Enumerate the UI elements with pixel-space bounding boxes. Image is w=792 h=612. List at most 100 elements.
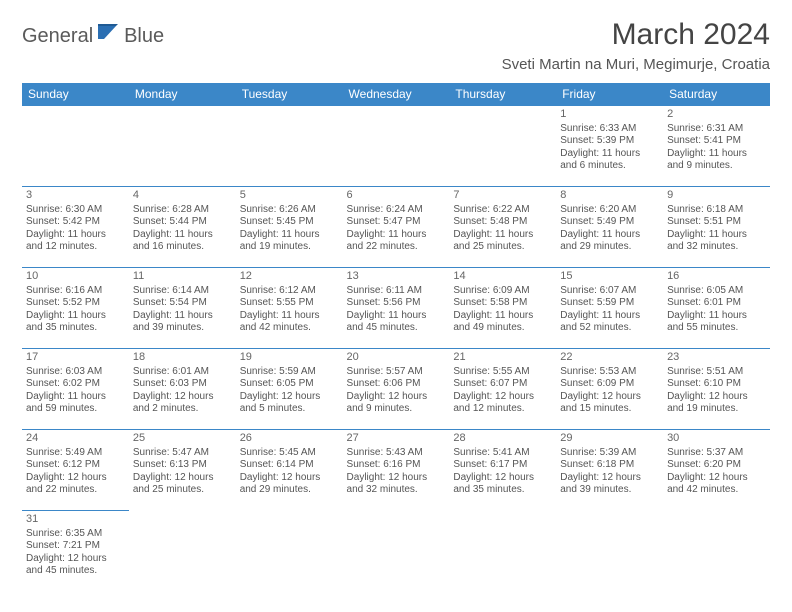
daylight-text: Daylight: 11 hours and 32 minutes. bbox=[667, 229, 766, 254]
calendar-week-row: 1Sunrise: 6:33 AMSunset: 5:39 PMDaylight… bbox=[22, 106, 770, 187]
sunrise-text: Sunrise: 6:09 AM bbox=[453, 285, 552, 298]
day-number: 16 bbox=[667, 270, 766, 284]
daylight-text: Daylight: 11 hours and 59 minutes. bbox=[26, 391, 125, 416]
calendar-day-cell: 22Sunrise: 5:53 AMSunset: 6:09 PMDayligh… bbox=[556, 349, 663, 430]
calendar-day-cell bbox=[129, 511, 236, 592]
day-number: 23 bbox=[667, 351, 766, 365]
calendar-week-row: 24Sunrise: 5:49 AMSunset: 6:12 PMDayligh… bbox=[22, 430, 770, 511]
sunset-text: Sunset: 6:07 PM bbox=[453, 378, 552, 391]
calendar-day-cell: 23Sunrise: 5:51 AMSunset: 6:10 PMDayligh… bbox=[663, 349, 770, 430]
daylight-text: Daylight: 12 hours and 39 minutes. bbox=[560, 472, 659, 497]
day-number: 27 bbox=[347, 432, 446, 446]
daylight-text: Daylight: 11 hours and 39 minutes. bbox=[133, 310, 232, 335]
daylight-text: Daylight: 12 hours and 45 minutes. bbox=[26, 553, 125, 578]
sunset-text: Sunset: 6:16 PM bbox=[347, 459, 446, 472]
day-number: 26 bbox=[240, 432, 339, 446]
sunset-text: Sunset: 6:20 PM bbox=[667, 459, 766, 472]
calendar-day-cell bbox=[129, 106, 236, 187]
daylight-text: Daylight: 11 hours and 22 minutes. bbox=[347, 229, 446, 254]
daylight-text: Daylight: 12 hours and 32 minutes. bbox=[347, 472, 446, 497]
sunset-text: Sunset: 6:09 PM bbox=[560, 378, 659, 391]
calendar-day-cell: 31Sunrise: 6:35 AMSunset: 7:21 PMDayligh… bbox=[22, 511, 129, 592]
calendar-day-cell: 20Sunrise: 5:57 AMSunset: 6:06 PMDayligh… bbox=[343, 349, 450, 430]
day-number: 24 bbox=[26, 432, 125, 446]
sunrise-text: Sunrise: 5:55 AM bbox=[453, 366, 552, 379]
sunrise-text: Sunrise: 6:26 AM bbox=[240, 204, 339, 217]
sunset-text: Sunset: 6:02 PM bbox=[26, 378, 125, 391]
daylight-text: Daylight: 11 hours and 16 minutes. bbox=[133, 229, 232, 254]
sunset-text: Sunset: 6:17 PM bbox=[453, 459, 552, 472]
sunrise-text: Sunrise: 6:30 AM bbox=[26, 204, 125, 217]
day-number: 19 bbox=[240, 351, 339, 365]
daylight-text: Daylight: 11 hours and 35 minutes. bbox=[26, 310, 125, 335]
weekday-header-row: SundayMondayTuesdayWednesdayThursdayFrid… bbox=[22, 83, 770, 106]
day-number: 13 bbox=[347, 270, 446, 284]
calendar-table: SundayMondayTuesdayWednesdayThursdayFrid… bbox=[22, 83, 770, 591]
daylight-text: Daylight: 12 hours and 12 minutes. bbox=[453, 391, 552, 416]
sunrise-text: Sunrise: 6:24 AM bbox=[347, 204, 446, 217]
calendar-week-row: 3Sunrise: 6:30 AMSunset: 5:42 PMDaylight… bbox=[22, 187, 770, 268]
calendar-day-cell: 19Sunrise: 5:59 AMSunset: 6:05 PMDayligh… bbox=[236, 349, 343, 430]
sunrise-text: Sunrise: 5:53 AM bbox=[560, 366, 659, 379]
sunset-text: Sunset: 5:41 PM bbox=[667, 135, 766, 148]
daylight-text: Daylight: 12 hours and 2 minutes. bbox=[133, 391, 232, 416]
calendar-day-cell: 24Sunrise: 5:49 AMSunset: 6:12 PMDayligh… bbox=[22, 430, 129, 511]
sunrise-text: Sunrise: 6:35 AM bbox=[26, 528, 125, 541]
calendar-day-cell: 28Sunrise: 5:41 AMSunset: 6:17 PMDayligh… bbox=[449, 430, 556, 511]
daylight-text: Daylight: 12 hours and 5 minutes. bbox=[240, 391, 339, 416]
sunset-text: Sunset: 5:56 PM bbox=[347, 297, 446, 310]
calendar-day-cell: 17Sunrise: 6:03 AMSunset: 6:02 PMDayligh… bbox=[22, 349, 129, 430]
calendar-day-cell: 6Sunrise: 6:24 AMSunset: 5:47 PMDaylight… bbox=[343, 187, 450, 268]
sunset-text: Sunset: 5:49 PM bbox=[560, 216, 659, 229]
sunset-text: Sunset: 5:42 PM bbox=[26, 216, 125, 229]
day-number: 3 bbox=[26, 189, 125, 203]
sunset-text: Sunset: 5:55 PM bbox=[240, 297, 339, 310]
sunrise-text: Sunrise: 5:49 AM bbox=[26, 447, 125, 460]
day-number: 21 bbox=[453, 351, 552, 365]
day-number: 4 bbox=[133, 189, 232, 203]
daylight-text: Daylight: 12 hours and 19 minutes. bbox=[667, 391, 766, 416]
calendar-day-cell: 14Sunrise: 6:09 AMSunset: 5:58 PMDayligh… bbox=[449, 268, 556, 349]
logo-flag-icon bbox=[98, 24, 120, 40]
sunset-text: Sunset: 6:10 PM bbox=[667, 378, 766, 391]
weekday-header: Monday bbox=[129, 83, 236, 106]
day-number: 17 bbox=[26, 351, 125, 365]
calendar-day-cell: 8Sunrise: 6:20 AMSunset: 5:49 PMDaylight… bbox=[556, 187, 663, 268]
daylight-text: Daylight: 11 hours and 12 minutes. bbox=[26, 229, 125, 254]
calendar-day-cell: 7Sunrise: 6:22 AMSunset: 5:48 PMDaylight… bbox=[449, 187, 556, 268]
sunset-text: Sunset: 5:48 PM bbox=[453, 216, 552, 229]
calendar-day-cell bbox=[556, 511, 663, 592]
day-number: 8 bbox=[560, 189, 659, 203]
sunset-text: Sunset: 5:59 PM bbox=[560, 297, 659, 310]
sunset-text: Sunset: 5:51 PM bbox=[667, 216, 766, 229]
daylight-text: Daylight: 11 hours and 52 minutes. bbox=[560, 310, 659, 335]
sunrise-text: Sunrise: 6:31 AM bbox=[667, 123, 766, 136]
day-number: 31 bbox=[26, 513, 125, 527]
calendar-day-cell bbox=[343, 106, 450, 187]
day-number: 9 bbox=[667, 189, 766, 203]
sunrise-text: Sunrise: 5:43 AM bbox=[347, 447, 446, 460]
daylight-text: Daylight: 12 hours and 22 minutes. bbox=[26, 472, 125, 497]
daylight-text: Daylight: 11 hours and 9 minutes. bbox=[667, 148, 766, 173]
calendar-day-cell: 25Sunrise: 5:47 AMSunset: 6:13 PMDayligh… bbox=[129, 430, 236, 511]
calendar-day-cell: 27Sunrise: 5:43 AMSunset: 6:16 PMDayligh… bbox=[343, 430, 450, 511]
day-number: 18 bbox=[133, 351, 232, 365]
calendar-day-cell: 15Sunrise: 6:07 AMSunset: 5:59 PMDayligh… bbox=[556, 268, 663, 349]
logo-general: General bbox=[22, 25, 93, 47]
calendar-day-cell: 16Sunrise: 6:05 AMSunset: 6:01 PMDayligh… bbox=[663, 268, 770, 349]
sunrise-text: Sunrise: 5:57 AM bbox=[347, 366, 446, 379]
sunrise-text: Sunrise: 5:45 AM bbox=[240, 447, 339, 460]
day-number: 14 bbox=[453, 270, 552, 284]
daylight-text: Daylight: 12 hours and 15 minutes. bbox=[560, 391, 659, 416]
calendar-day-cell bbox=[236, 511, 343, 592]
sunrise-text: Sunrise: 6:12 AM bbox=[240, 285, 339, 298]
sunrise-text: Sunrise: 5:39 AM bbox=[560, 447, 659, 460]
weekday-header: Tuesday bbox=[236, 83, 343, 106]
calendar-day-cell: 1Sunrise: 6:33 AMSunset: 5:39 PMDaylight… bbox=[556, 106, 663, 187]
day-number: 22 bbox=[560, 351, 659, 365]
calendar-day-cell bbox=[663, 511, 770, 592]
daylight-text: Daylight: 11 hours and 19 minutes. bbox=[240, 229, 339, 254]
day-number: 10 bbox=[26, 270, 125, 284]
calendar-week-row: 17Sunrise: 6:03 AMSunset: 6:02 PMDayligh… bbox=[22, 349, 770, 430]
daylight-text: Daylight: 11 hours and 25 minutes. bbox=[453, 229, 552, 254]
